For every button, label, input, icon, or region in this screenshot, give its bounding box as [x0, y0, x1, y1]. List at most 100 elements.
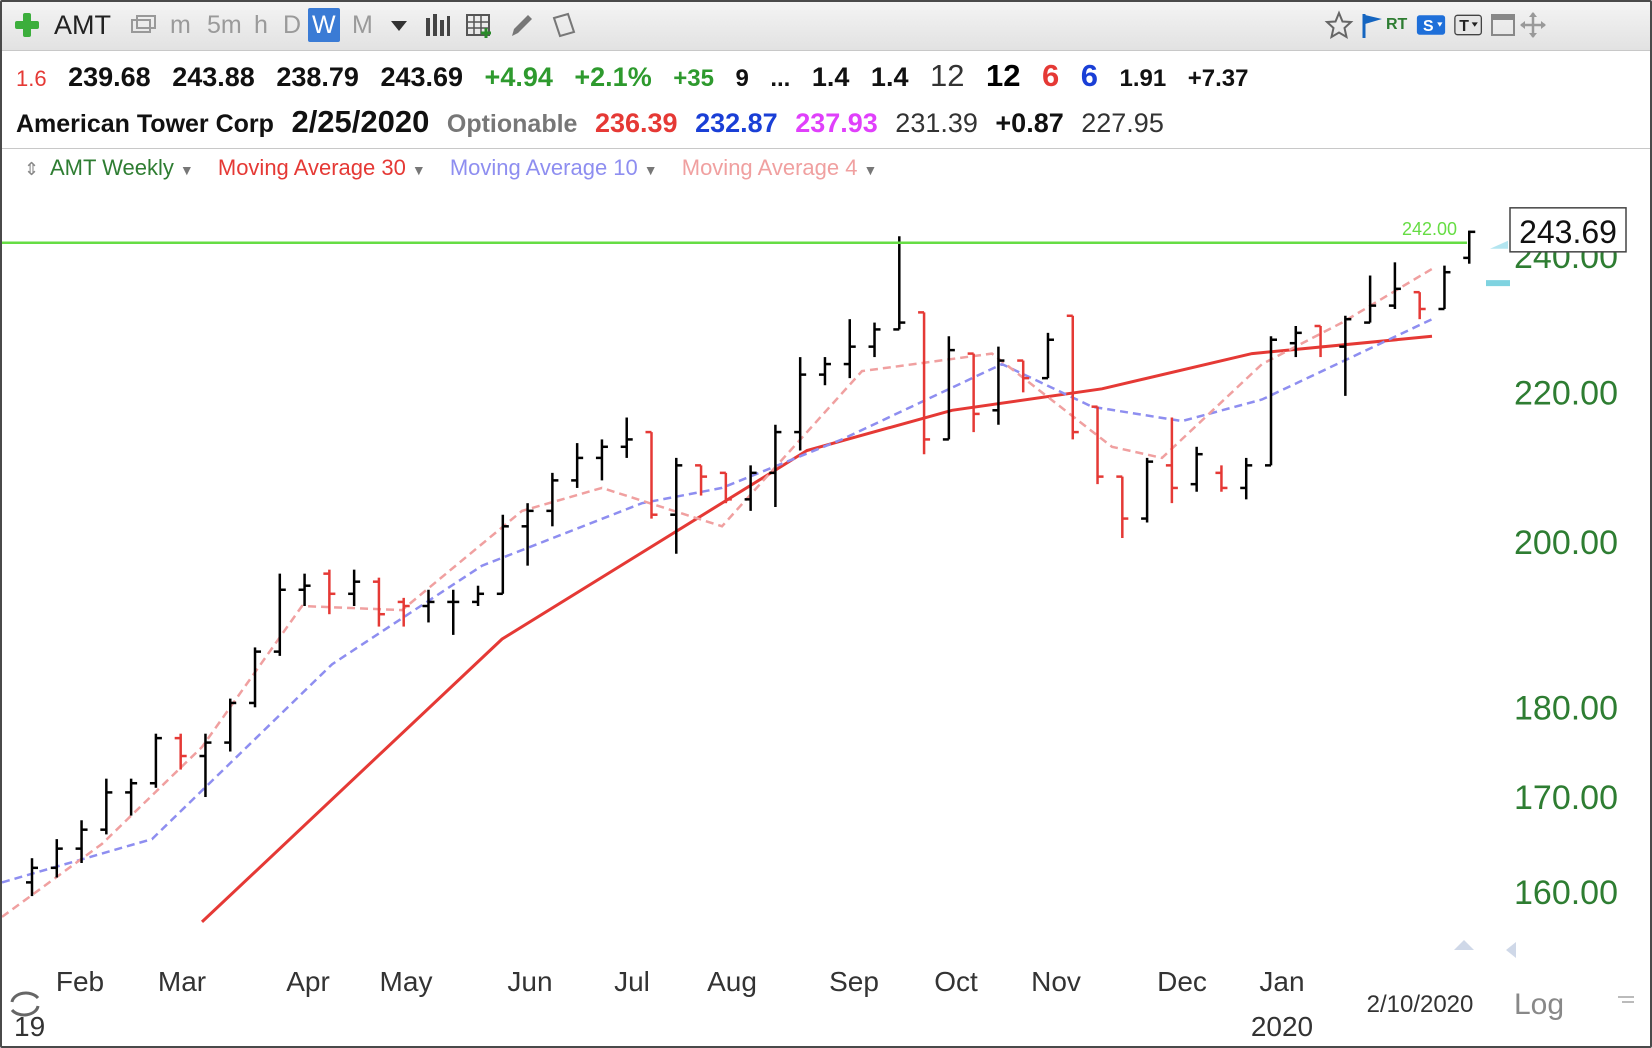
legend-ma4[interactable]: Moving Average 4: [681, 155, 858, 180]
ohlc-bar: [1463, 230, 1476, 264]
horizontal-line-group[interactable]: 242.00: [2, 219, 1467, 245]
quote-change: +4.94: [484, 62, 553, 92]
trade-t-icon[interactable]: T: [1454, 10, 1484, 40]
ma30-value: 236.39: [594, 108, 678, 138]
quote-date: 2/25/2020: [291, 104, 430, 139]
period-button-5m[interactable]: 5m: [207, 11, 242, 39]
ohlc-bar: [174, 733, 187, 770]
ma10-value: 232.87: [695, 108, 778, 138]
quote-value-i: 1.91: [1119, 65, 1167, 92]
year-label: 2020: [1251, 1011, 1313, 1042]
ohlc-bar: [1017, 359, 1030, 393]
add-icon[interactable]: [12, 10, 42, 40]
period-button-w[interactable]: W: [308, 8, 340, 42]
updown-arrows-icon[interactable]: ⇕: [24, 159, 40, 179]
bar-style-icon[interactable]: [422, 10, 452, 40]
ohlc-bar: [1438, 265, 1451, 311]
legend-main[interactable]: AMT Weekly: [50, 155, 174, 180]
period-button-m[interactable]: m: [170, 11, 191, 39]
quote-value-h: 6: [1080, 58, 1098, 93]
ohlc-bar: [149, 733, 162, 788]
month-label: Jan: [1259, 966, 1304, 997]
date-marker: 2/10/2020: [1367, 991, 1474, 1018]
ohlc-bar: [1091, 405, 1104, 485]
company-name: American Tower Corp: [16, 110, 274, 138]
price-tick-label: 220.00: [1514, 374, 1618, 412]
quote-low: 238.79: [276, 62, 359, 92]
quote-close: 243.69: [380, 62, 464, 92]
ma30-line: [200, 334, 1433, 923]
legend-ma10[interactable]: Moving Average 10: [449, 155, 638, 180]
studies-icon[interactable]: [464, 10, 494, 40]
legend-ma30[interactable]: Moving Average 30: [217, 155, 406, 180]
move-icon[interactable]: [1518, 10, 1548, 40]
flag-icon[interactable]: [1358, 10, 1388, 40]
price-axis[interactable]: 160.00170.00180.00200.00220.00240.00243.…: [1486, 207, 1627, 912]
period-button-d[interactable]: D: [283, 11, 302, 39]
note-icon[interactable]: [548, 10, 578, 40]
quote-value-b: 9: [735, 65, 749, 92]
ohlc-bar: [422, 589, 435, 623]
month-label: Nov: [1031, 966, 1081, 997]
ma-price-marker: [1486, 280, 1510, 287]
quote-ratio: 1.6: [16, 66, 47, 91]
chevron-down-icon[interactable]: [384, 10, 414, 40]
quote-high: 243.88: [172, 62, 255, 92]
ohlc-bar: [224, 698, 237, 752]
ohlc-bar: [397, 597, 410, 627]
chevron-down-icon[interactable]: ▼: [863, 162, 878, 178]
scroll-up-arrow: [1454, 940, 1474, 950]
rt-label[interactable]: RT: [1386, 16, 1408, 33]
quote-value-g: 6: [1041, 58, 1060, 93]
chevron-down-icon[interactable]: ▼: [643, 162, 658, 178]
month-label: Mar: [158, 966, 206, 997]
ohlc-bar: [1215, 465, 1228, 492]
quote-value-a: +35: [673, 65, 714, 92]
period-button-mo[interactable]: M: [352, 11, 373, 39]
quote-value-e: 12: [929, 58, 965, 93]
ohlc-bar: [942, 336, 955, 441]
ohlc-bar: [818, 357, 831, 386]
chevron-down-icon[interactable]: ▼: [179, 162, 194, 178]
ohlc-bar: [26, 858, 38, 897]
ohlc-bar: [1116, 475, 1129, 539]
quote-value-j: +7.37: [1187, 65, 1249, 92]
star-icon[interactable]: [1324, 10, 1354, 40]
ohlc-bar: [794, 357, 807, 451]
month-label: Jul: [614, 966, 650, 997]
window-icon[interactable]: [1488, 10, 1518, 40]
time-axis[interactable]: Feb Mar Apr May Jun Jul Aug Sep Oct Nov Dec Jan 19 20…: [14, 966, 1564, 1042]
ma4-value: 237.93: [795, 108, 878, 138]
ohlc-bar: [1388, 262, 1401, 309]
ohlc-bar: [125, 778, 138, 816]
current-price-box: [1509, 207, 1627, 253]
price-tick-label: 180.00: [1514, 689, 1618, 727]
ohlc-bar: [1289, 325, 1302, 358]
ohlc-bar: [472, 585, 485, 607]
chevron-down-icon[interactable]: ▼: [411, 162, 426, 178]
period-button-h[interactable]: h: [254, 11, 268, 39]
draw-pencil-icon[interactable]: [506, 10, 536, 40]
ohlc-bar: [1364, 275, 1377, 324]
stock-s-icon[interactable]: S: [1416, 10, 1446, 40]
ohlc-bar: [273, 573, 286, 656]
refresh-arc-top: [10, 991, 40, 1003]
ohlc-bar: [967, 352, 980, 433]
ohlc-bar: [868, 322, 881, 358]
refresh-icon: [10, 991, 40, 1017]
ohlc-bar: [719, 471, 732, 504]
svg-text:T: T: [1459, 18, 1469, 35]
symbol-field[interactable]: AMT: [54, 10, 111, 40]
ohlc-bar: [372, 577, 385, 627]
study-legend: ⇕ AMT Weekly ▼ Moving Average 30 ▼ Moving …: [2, 148, 1650, 187]
ohlc-bar: [447, 589, 460, 635]
ohlc-bar: [571, 443, 584, 488]
optionable-label: Optionable: [446, 110, 578, 138]
moving-average-lines: [2, 267, 1433, 923]
month-label: Sep: [829, 966, 879, 997]
ohlc-bar: [1190, 446, 1203, 492]
link-icon[interactable]: [128, 10, 158, 40]
ohlc-bar: [695, 464, 708, 496]
